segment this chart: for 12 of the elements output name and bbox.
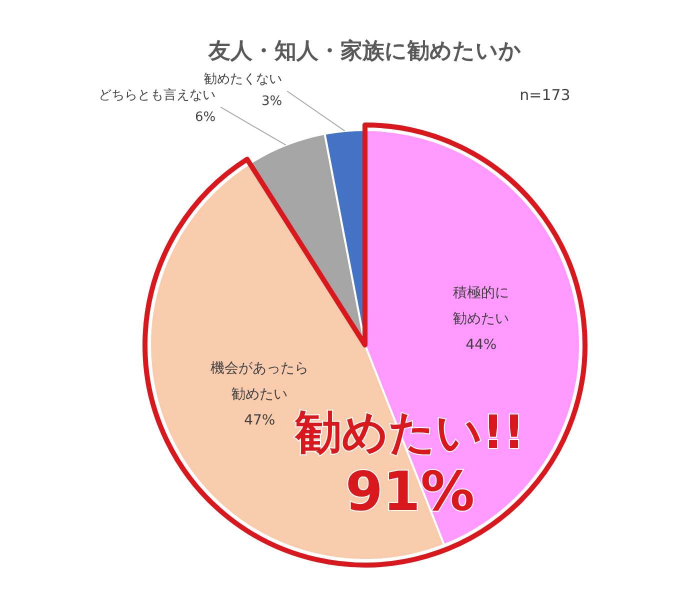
- chart-title: 友人・知人・家族に勧めたいか: [208, 38, 522, 64]
- text: n=173: [520, 86, 570, 104]
- data-label: 44%: [466, 336, 497, 353]
- text: 91%: [345, 460, 475, 523]
- text: 勧めたい!!: [294, 405, 524, 459]
- slice-label: どちらとも言えない: [98, 87, 216, 104]
- slice-label: 機会があったら勧めたい: [210, 360, 309, 403]
- slice-label: 積極的に勧めたい: [453, 284, 510, 327]
- data-label: 47%: [244, 412, 276, 429]
- data-label: 3%: [262, 94, 282, 110]
- data-label: 6%: [194, 110, 216, 126]
- slice-label: 勧めたくない: [204, 72, 282, 88]
